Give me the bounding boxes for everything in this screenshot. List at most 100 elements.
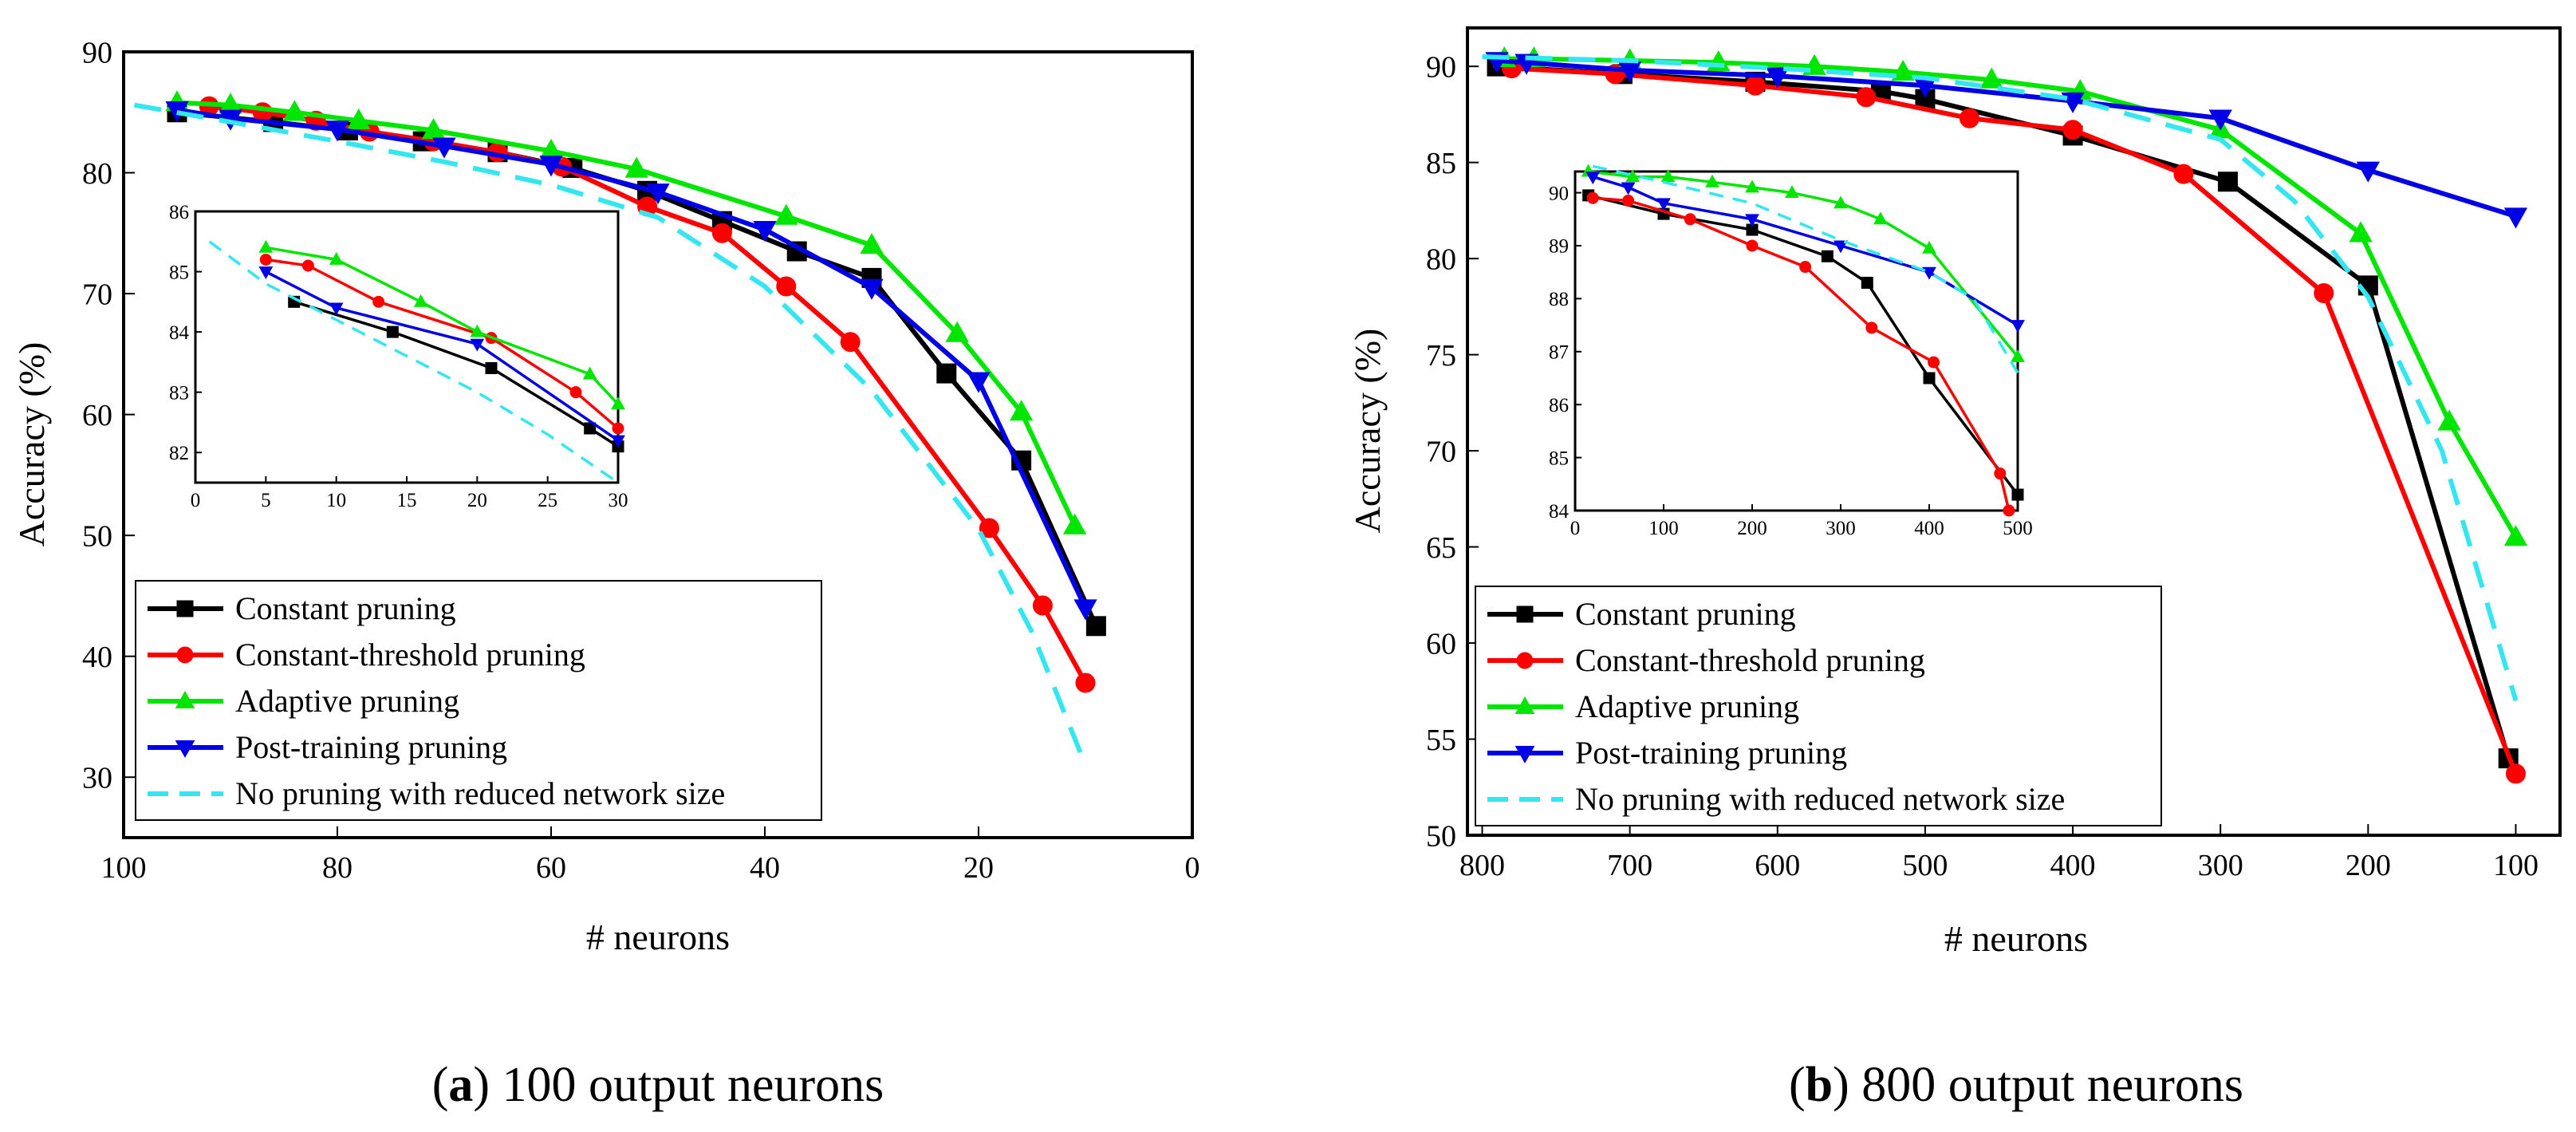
panel-b-caption-text: 800 output neurons [1849, 1058, 2243, 1112]
x-tick-label: 60 [536, 851, 566, 885]
data-point-adaptive [329, 252, 344, 265]
data-point-post_training [258, 266, 274, 279]
data-point-post_training [1922, 266, 1936, 280]
panel-a-y-axis-label: Accuracy (%) [11, 342, 52, 547]
data-point-constant_threshold [1075, 672, 1096, 693]
x-tick-label: 300 [2198, 849, 2243, 882]
panel-a-caption-label: a [448, 1058, 473, 1112]
x-tick-label: 15 [397, 490, 417, 511]
y-tick-label: 84 [169, 322, 190, 344]
legend-marker-adaptive [1514, 696, 1535, 714]
panel-b-y-axis-label: Accuracy (%) [1347, 329, 1388, 534]
panel-a-inset-axes: 0 5 10 15 20 25 30 82 83 84 85 86 [169, 202, 628, 511]
legend-marker-constant [1516, 605, 1534, 623]
data-point-constant_threshold [259, 253, 272, 266]
panel-a-inset-series [208, 239, 625, 484]
data-point-post_training [539, 156, 563, 177]
legend-marker-post_training [1514, 746, 1535, 764]
data-point-constant_threshold [711, 223, 732, 243]
data-point-constant_threshold [1856, 87, 1877, 108]
panel-b-inset-series [1581, 164, 2025, 517]
data-point-adaptive [282, 100, 307, 121]
data-point-post_training [1073, 599, 1097, 621]
data-point-constant_threshold [979, 518, 999, 538]
y-tick-label: 85 [1549, 448, 1569, 469]
x-tick-label: 25 [538, 490, 557, 511]
y-tick-label: 75 [1426, 339, 1456, 373]
y-tick-label: 83 [169, 382, 189, 404]
data-point-constant_threshold [1928, 356, 1940, 369]
data-point-post_training [753, 221, 777, 243]
data-point-constant_threshold [301, 259, 314, 272]
data-point-constant [386, 325, 399, 338]
y-tick-label: 88 [1549, 289, 1569, 310]
y-tick-label: 85 [169, 262, 189, 283]
data-point-post_training [470, 338, 485, 352]
y-tick-label: 65 [1426, 531, 1456, 565]
data-point-constant_threshold [1745, 75, 1766, 96]
y-tick-label: 90 [1426, 50, 1456, 84]
series-line-post_training [265, 270, 619, 442]
y-tick-label: 70 [82, 278, 112, 311]
data-point-post_training [2061, 92, 2085, 113]
data-point-adaptive [1834, 195, 1848, 209]
data-point-constant [936, 363, 957, 384]
data-point-constant [2011, 488, 2024, 501]
legend-marker-post_training [175, 740, 195, 759]
data-point-adaptive [860, 233, 884, 254]
y-tick-label: 86 [169, 202, 189, 223]
y-tick-label: 50 [1426, 819, 1456, 853]
series-line-no_pruning [133, 102, 1088, 767]
data-point-post_training [1621, 182, 1636, 195]
data-point-post_training [1745, 214, 1759, 227]
data-point-constant_threshold [1586, 191, 1599, 204]
data-point-constant_threshold [2062, 120, 2083, 140]
x-tick-label: 10 [326, 490, 346, 511]
data-point-constant [1821, 250, 1834, 262]
x-tick-label: 5 [261, 490, 271, 511]
data-point-adaptive [1062, 513, 1087, 534]
y-tick-label: 60 [1426, 627, 1456, 661]
data-point-adaptive [2437, 409, 2461, 431]
panel-b-legend: Constant pruning Constant-threshold prun… [1475, 586, 2162, 826]
x-tick-label: 700 [1607, 849, 1652, 882]
series-line-no_pruning [1592, 164, 2019, 374]
data-point-constant_threshold [1622, 195, 1635, 207]
y-tick-label: 40 [82, 641, 112, 674]
data-point-constant_threshold [840, 332, 861, 353]
legend-label-constant-threshold: Constant-threshold pruning [235, 637, 585, 672]
series-line-no_pruning [1482, 54, 2519, 702]
panel-a-caption: (a) 100 output neurons [432, 1058, 884, 1112]
data-point-constant_threshold [1865, 321, 1878, 334]
series-line-adaptive [176, 100, 1077, 527]
x-tick-label: 500 [1902, 849, 1948, 882]
data-point-adaptive [1922, 240, 1936, 254]
panel-b-inset-frame [1574, 170, 2019, 512]
x-tick-label: 30 [609, 490, 628, 511]
x-tick-label: 200 [2346, 849, 2391, 882]
x-tick-label: 600 [1755, 849, 1800, 882]
data-point-constant [1085, 616, 1106, 637]
data-point-post_training [611, 435, 625, 448]
x-tick-label: 80 [322, 851, 353, 885]
legend-label-post-training: Post-training pruning [235, 729, 507, 765]
x-tick-label: 20 [467, 490, 487, 511]
data-point-adaptive [611, 396, 625, 410]
x-tick-label: 300 [1826, 518, 1856, 539]
data-point-adaptive [347, 108, 371, 130]
data-point-post_training [646, 183, 670, 205]
panel-b-caption: (b) 800 output neurons [1789, 1058, 2243, 1112]
data-point-constant_threshold [1746, 239, 1759, 252]
y-tick-label: 84 [1549, 501, 1570, 523]
data-point-constant [1923, 372, 1936, 385]
data-point-adaptive [1979, 67, 2003, 89]
x-tick-label: 0 [1570, 518, 1581, 539]
y-tick-label: 50 [82, 519, 112, 553]
legend-label-constant: Constant pruning [235, 590, 456, 626]
panel-a-inset-frame [194, 210, 620, 484]
y-tick-label: 30 [82, 762, 112, 795]
y-tick-label: 55 [1426, 724, 1456, 757]
data-point-post_training [329, 302, 344, 316]
